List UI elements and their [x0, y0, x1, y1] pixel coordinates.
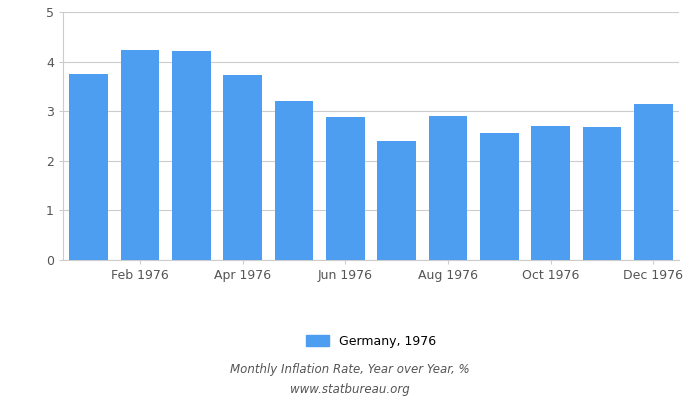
Bar: [428, 116, 468, 260]
Bar: [172, 51, 211, 260]
Bar: [634, 104, 673, 260]
Bar: [274, 101, 314, 260]
Bar: [69, 74, 108, 260]
Bar: [582, 126, 622, 260]
Bar: [326, 117, 365, 260]
Text: Monthly Inflation Rate, Year over Year, %: Monthly Inflation Rate, Year over Year, …: [230, 364, 470, 376]
Bar: [480, 132, 519, 260]
Legend: Germany, 1976: Germany, 1976: [306, 335, 436, 348]
Bar: [223, 76, 262, 260]
Bar: [531, 126, 570, 260]
Text: www.statbureau.org: www.statbureau.org: [290, 384, 410, 396]
Bar: [377, 142, 416, 260]
Bar: [120, 50, 160, 260]
